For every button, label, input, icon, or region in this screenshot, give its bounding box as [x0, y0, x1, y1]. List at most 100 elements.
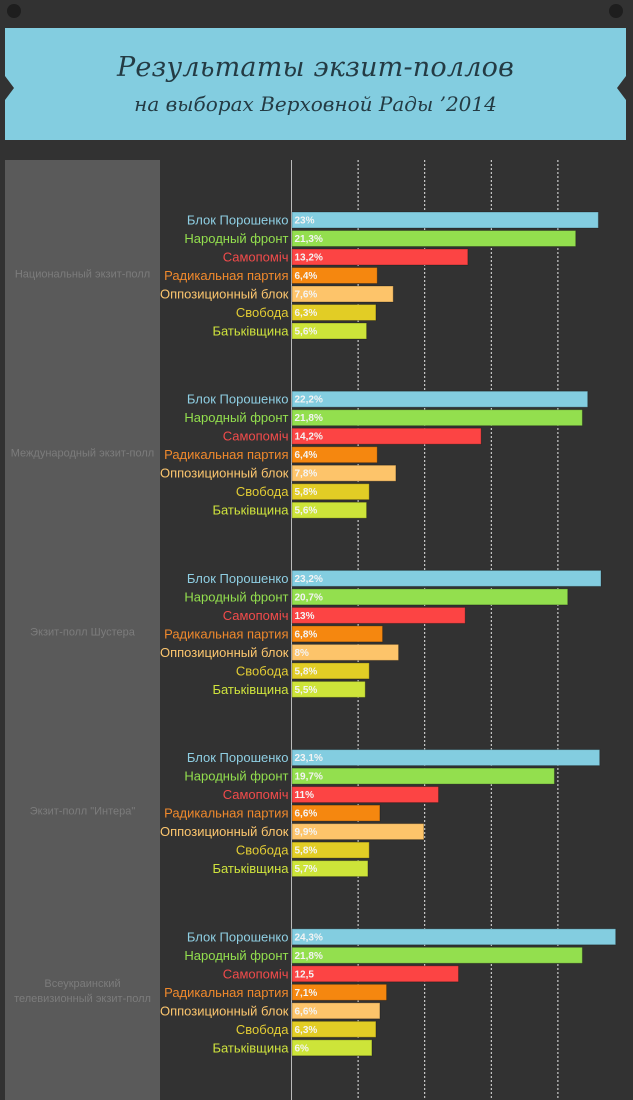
banner-notch-right: [617, 76, 626, 100]
value-label: 7,6%: [295, 290, 318, 301]
bar: [291, 643, 400, 661]
party-label: Блок Порошенко: [187, 571, 289, 586]
poll-group: Блок Порошенко 23,2% Народный фронт 20,7% Са…: [160, 569, 602, 698]
value-label: 7,1%: [295, 988, 318, 999]
poll-group: Блок Порошенко 24,3% Народный фронт 21,8% Са…: [160, 928, 617, 1057]
value-label: 23%: [295, 216, 315, 227]
party-label: Самопоміч: [223, 608, 289, 623]
bar: [291, 946, 583, 964]
value-label: 6,4%: [295, 271, 318, 282]
corner-pin-right: [609, 4, 623, 18]
bar: [291, 1002, 381, 1020]
bar: [291, 588, 569, 606]
value-label: 13%: [295, 611, 315, 622]
party-label: Самопоміч: [223, 429, 289, 444]
banner-notch-left: [5, 76, 14, 100]
party-label: Батьківщина: [212, 682, 289, 697]
bar: [291, 749, 601, 767]
party-label: Самопоміч: [223, 250, 289, 265]
bar: [291, 483, 370, 501]
party-label: Самопоміч: [223, 966, 289, 981]
value-label: 6,3%: [295, 308, 318, 319]
chart-subtitle: на выборах Верховной Рады ’2014: [134, 92, 497, 116]
party-label: Батьківщина: [212, 503, 289, 518]
party-label: Оппозиционный блок: [160, 824, 289, 839]
bar: [291, 501, 368, 519]
value-label: 19,7%: [295, 772, 323, 783]
bar: [291, 965, 459, 983]
value-label: 24,3%: [295, 932, 323, 943]
value-label: 21,8%: [295, 951, 323, 962]
party-label: Батьківщина: [212, 861, 289, 876]
poll-names-panel: [5, 160, 160, 1100]
bar: [291, 606, 466, 624]
party-label: Батьківщина: [212, 1040, 289, 1055]
party-label: Свобода: [236, 843, 289, 858]
bar: [291, 304, 377, 321]
bar: [291, 823, 425, 841]
value-label: 12,5: [295, 969, 315, 980]
party-label: Народный фронт: [184, 948, 288, 963]
value-label: 6,4%: [295, 450, 318, 461]
party-label: Народный фронт: [184, 589, 288, 604]
value-label: 21,3%: [295, 234, 323, 245]
bar: [291, 464, 397, 482]
value-label: 8%: [295, 648, 310, 659]
party-label: Народный фронт: [184, 769, 288, 784]
value-label: 23,1%: [295, 753, 323, 764]
party-label: Народный фронт: [184, 410, 288, 425]
poll-name-label: Национальный экзит-полл: [14, 268, 151, 281]
party-label: Радикальная партия: [164, 626, 288, 641]
value-label: 5,8%: [295, 666, 318, 677]
value-label: 6,3%: [295, 1025, 318, 1036]
value-label: 22,2%: [295, 395, 323, 406]
value-label: 7,8%: [295, 469, 318, 480]
value-label: 9,9%: [295, 827, 318, 838]
party-label: Блок Порошенко: [187, 392, 289, 407]
party-label: Радикальная партия: [164, 447, 288, 462]
value-label: 5,5%: [295, 685, 318, 696]
bar: [291, 804, 381, 822]
bar: [291, 1020, 377, 1038]
party-label: Свобода: [236, 1022, 289, 1037]
bar: [291, 285, 394, 303]
party-label: Народный фронт: [184, 231, 288, 246]
party-label: Оппозиционный блок: [160, 287, 289, 302]
bar: [291, 569, 602, 587]
party-label: Свобода: [236, 663, 289, 678]
bar: [291, 983, 388, 1001]
value-label: 5,8%: [295, 487, 318, 498]
value-label: 20,7%: [295, 592, 323, 603]
poll-name-label: Экзит-полл "Интера": [29, 805, 136, 818]
poll-name-label: Международный экзит-полл: [10, 447, 155, 460]
bar: [291, 767, 555, 785]
bar: [291, 427, 482, 445]
bar: [291, 625, 384, 643]
value-label: 5,6%: [295, 506, 318, 517]
party-label: Батьківщина: [212, 324, 289, 339]
value-label: 6,8%: [295, 629, 318, 640]
value-label: 13,2%: [295, 253, 323, 264]
bar: [291, 230, 577, 247]
bar: [291, 680, 366, 698]
poll-group: Блок Порошенко 23,1% Народный фронт 19,7% Са…: [160, 749, 601, 878]
value-label: 5,6%: [295, 327, 318, 338]
party-label: Оппозиционный блок: [160, 645, 289, 660]
bar: [291, 390, 589, 408]
poll-group: Блок Порошенко 23% Народный фронт 21,3% Само…: [160, 211, 599, 340]
party-label: Блок Порошенко: [187, 213, 289, 228]
party-label: Свобода: [236, 305, 289, 320]
party-label: Оппозиционный блок: [160, 1003, 289, 1018]
title-banner: Результаты экзит-поллов на выборах Верхо…: [5, 28, 626, 140]
value-label: 5,7%: [295, 864, 318, 875]
party-label: Блок Порошенко: [187, 929, 289, 944]
value-label: 11%: [295, 790, 315, 801]
bar: [291, 786, 440, 804]
bar: [291, 928, 617, 946]
party-label: Свобода: [236, 484, 289, 499]
poll-group: Блок Порошенко 22,2% Народный фронт 21,8% Са…: [160, 390, 589, 519]
bar: [291, 267, 378, 284]
party-label: Радикальная партия: [164, 268, 288, 283]
bar: [291, 1039, 373, 1057]
value-label: 14,2%: [295, 432, 323, 443]
